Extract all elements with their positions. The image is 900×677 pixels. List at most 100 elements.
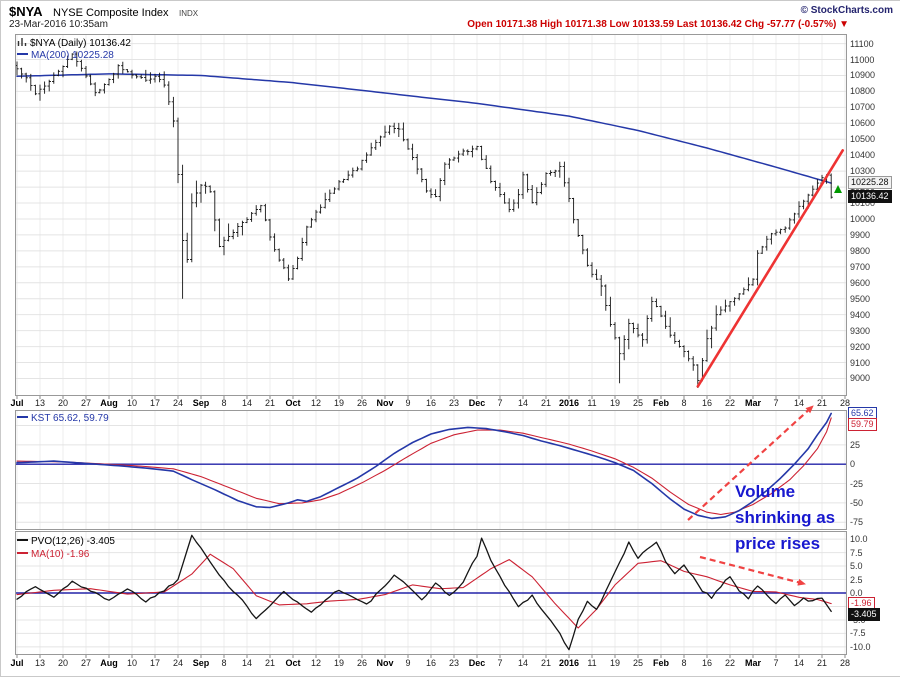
pvo-legend: PVO(12,26) -3.405: [17, 536, 115, 547]
chart-datetime: 23-Mar-2016 10:35am: [9, 19, 108, 30]
x-tick-label: 26: [356, 398, 368, 408]
x-tick-label: 12: [310, 398, 322, 408]
trendline: [696, 149, 845, 388]
x-tick-label: 25: [632, 398, 644, 408]
price-y-tick-label: 10400: [850, 150, 876, 161]
x-tick-label: 11: [587, 398, 597, 408]
x-tick-label: 8: [681, 398, 687, 408]
kst-line-swatch: [17, 416, 28, 418]
pvo-panel-border: [15, 531, 847, 655]
x-tick-label: 14: [517, 658, 529, 668]
x-tick-label: 16: [701, 658, 713, 668]
price-y-tick-label: 9800: [850, 245, 871, 256]
price-y-tick-label: 9900: [850, 229, 871, 240]
x-tick-label: 17: [149, 658, 161, 668]
x-tick-label: 23: [448, 398, 460, 408]
pvo-ma-line-swatch: [17, 552, 28, 554]
x-tick-label: 23: [448, 658, 460, 668]
pvo-legend-text: PVO(12,26) -3.405: [31, 536, 115, 547]
ma200-price-badge: 10225.28: [848, 176, 892, 189]
price-y-tick-label: 9600: [850, 277, 871, 288]
x-tick-label: Sep: [192, 398, 210, 408]
x-tick-label: 17: [149, 398, 161, 408]
pvo-y-tick-label: 7.5: [850, 547, 863, 558]
price-y-tick-label: 9400: [850, 309, 871, 320]
x-tick-label: 21: [540, 658, 552, 668]
kst-legend: KST 65.62, 59.79: [17, 413, 109, 424]
x-tick-label: 16: [425, 658, 437, 668]
x-tick-label: Aug: [100, 398, 118, 408]
price-y-tick-label: 10800: [850, 86, 876, 97]
x-tick-label: 13: [34, 398, 46, 408]
ma200-legend: MA(200) 10225.28: [17, 50, 114, 61]
x-tick-label: 8: [221, 658, 227, 668]
x-tick-label: 11: [587, 658, 597, 668]
price-panel-border: [15, 34, 847, 396]
x-tick-label: 21: [816, 658, 828, 668]
x-tick-label: 28: [839, 398, 851, 408]
exchange-label: INDX: [179, 9, 199, 18]
price-y-tick-label: 10900: [850, 70, 876, 81]
x-tick-label: Sep: [192, 658, 210, 668]
x-tick-label: 21: [264, 398, 276, 408]
copyright: © StockCharts.com: [800, 5, 893, 16]
pvo-ma-legend: MA(10) -1.96: [17, 549, 89, 560]
pvo-y-tick-label: 5.0: [850, 561, 863, 572]
x-tick-label: Jul: [10, 658, 24, 668]
price-y-tick-label: 9300: [850, 325, 871, 336]
x-tick-label: 27: [80, 398, 92, 408]
kst-y-tick-label: -25: [850, 478, 864, 489]
x-tick-label: 21: [540, 398, 552, 408]
volume-annotation: Volume shrinking as price rises: [735, 479, 835, 557]
x-tick-label: Oct: [285, 658, 301, 668]
price-y-tick-label: 9000: [850, 373, 871, 384]
x-tick-label: 19: [609, 658, 621, 668]
kst-y-tick-label: 25: [850, 439, 861, 450]
x-tick-label: Oct: [285, 398, 301, 408]
annotation-line-1: Volume: [735, 482, 796, 501]
x-tick-label: 9: [405, 658, 411, 668]
x-tick-label: 24: [172, 658, 184, 668]
price-y-tick-label: 10000: [850, 213, 876, 224]
price-legend-text: $NYA (Daily) 10136.42: [30, 38, 131, 49]
price-y-tick-label: 9100: [850, 357, 871, 368]
last-price-badge: 10136.42: [848, 190, 892, 203]
x-tick-label: 19: [609, 398, 621, 408]
x-tick-label: 14: [517, 398, 529, 408]
ma200-line-swatch: [17, 53, 28, 55]
x-tick-label: 24: [172, 398, 184, 408]
x-tick-label: Nov: [376, 398, 394, 408]
price-y-tick-label: 10300: [850, 166, 876, 177]
pvo-y-tick-label: 2.5: [850, 574, 863, 585]
pvo-line-swatch: [17, 539, 28, 541]
x-tick-label: Dec: [468, 658, 486, 668]
price-y-tick-label: 9500: [850, 293, 871, 304]
x-tick-label: 20: [57, 398, 69, 408]
x-tick-label: 28: [839, 658, 851, 668]
price-y-tick-label: 10700: [850, 102, 876, 113]
x-tick-label: 2016: [558, 658, 580, 668]
x-tick-label: 10: [126, 658, 138, 668]
x-tick-label: 25: [632, 658, 644, 668]
x-tick-label: 14: [793, 398, 805, 408]
kst-y-tick-label: -50: [850, 497, 864, 508]
x-tick-label: 19: [333, 398, 345, 408]
x-tick-label: 8: [221, 398, 227, 408]
annotation-line-2: shrinking as: [735, 508, 836, 527]
pvo-value-badge: -3.405: [848, 608, 880, 621]
x-tick-label: 26: [356, 658, 368, 668]
x-tick-label: 22: [724, 398, 736, 408]
price-y-tick-label: 9700: [850, 261, 871, 272]
price-legend: $NYA (Daily) 10136.42: [17, 37, 131, 50]
ma200-legend-text: MA(200) 10225.28: [31, 50, 114, 61]
x-tick-label: 21: [816, 398, 828, 408]
symbol: $NYA: [9, 4, 43, 19]
x-tick-label: 2016: [558, 398, 580, 408]
price-y-tick-label: 9200: [850, 341, 871, 352]
x-tick-label: 19: [333, 658, 345, 668]
index-name: NYSE Composite Index: [53, 7, 169, 19]
price-y-tick-label: 10600: [850, 118, 876, 129]
x-tick-label: 7: [773, 658, 779, 668]
x-tick-label: 9: [405, 398, 411, 408]
